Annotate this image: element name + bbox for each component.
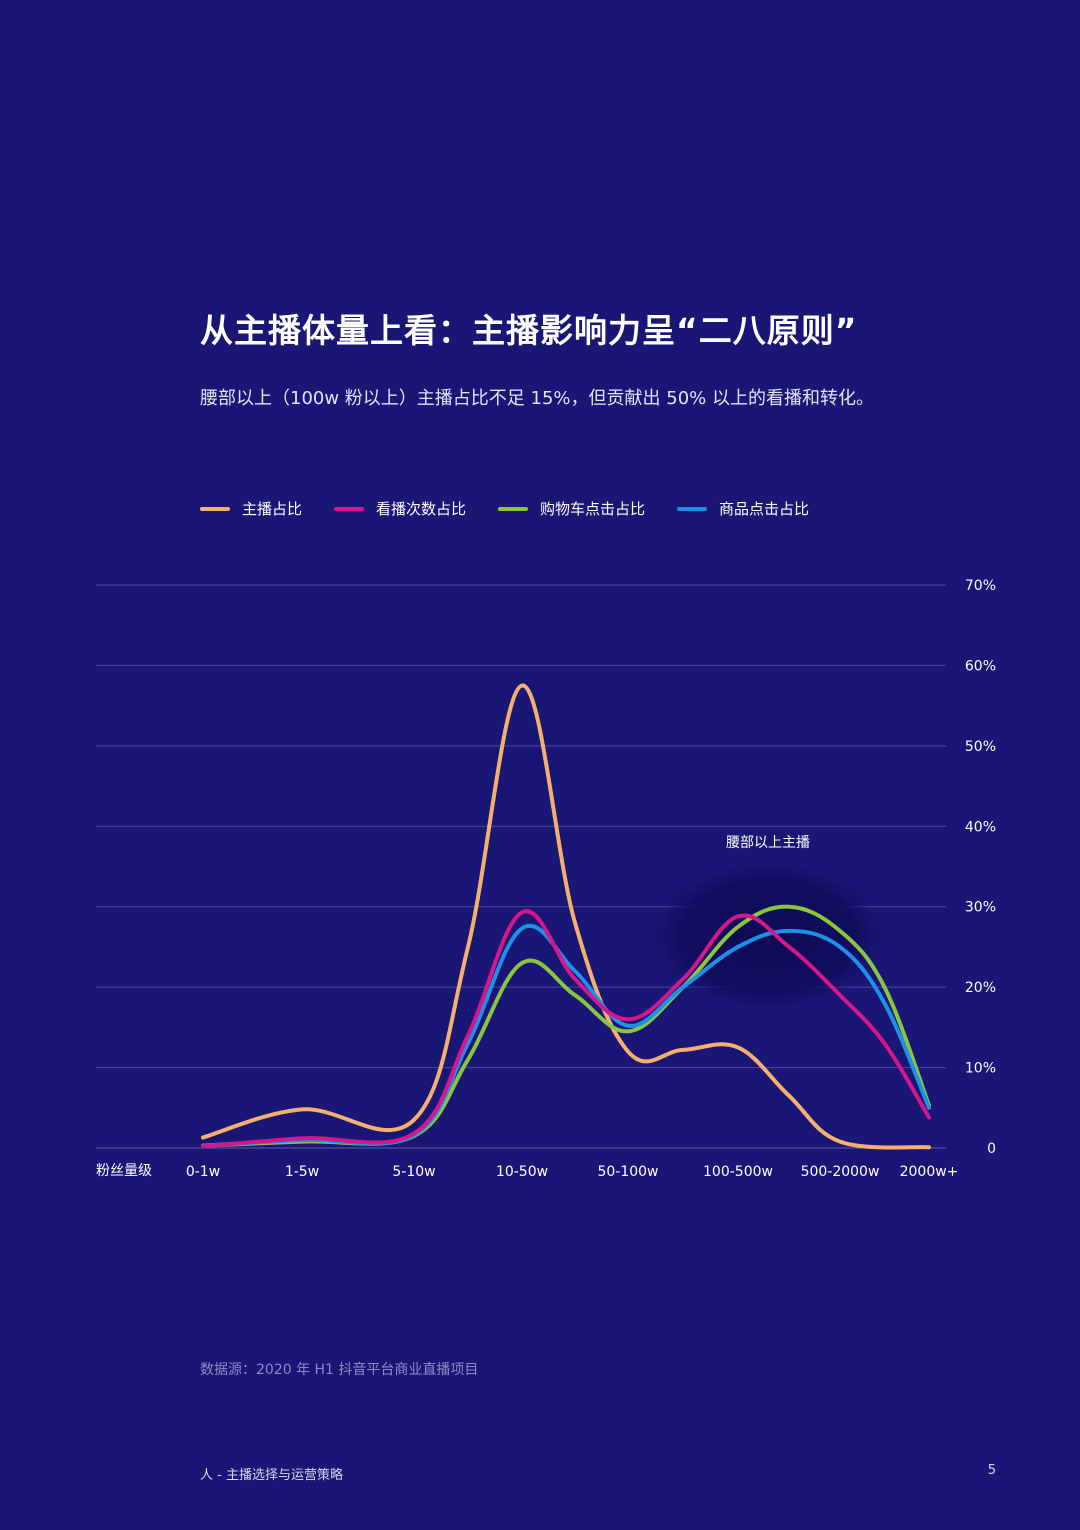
line-chart: 0 10% 20% 30% 40% 50% 60% 70% 粉丝量级 0-1w 1-5w 5-10w 1… — [96, 578, 996, 1180]
legend-item: 看播次数占比 — [334, 498, 466, 519]
x-tick-label: 1-5w — [285, 1164, 319, 1180]
legend-label: 主播占比 — [242, 500, 303, 518]
legend-swatch — [498, 506, 529, 511]
legend-item: 购物车点击占比 — [498, 498, 645, 519]
x-tick-label: 0-1w — [186, 1164, 220, 1180]
x-tick-label: 50-100w — [597, 1164, 658, 1180]
x-tick-label: 2000w+ — [900, 1164, 959, 1180]
y-tick-label: 20% — [965, 980, 996, 996]
series-line-1 — [201, 909, 931, 1149]
legend-item: 主播占比 — [200, 498, 302, 519]
legend-label: 看播次数占比 — [376, 500, 467, 518]
footer-section-title: 人 - 主播选择与运营策略 — [200, 1468, 343, 1483]
y-tick-label: 10% — [965, 1061, 996, 1077]
y-tick-label: 70% — [965, 578, 996, 594]
series-line-0 — [201, 683, 931, 1150]
y-tick-label: 30% — [965, 900, 996, 916]
x-tick-label: 100-500w — [703, 1164, 773, 1180]
x-tick-label: 10-50w — [496, 1164, 548, 1180]
y-tick-label: 60% — [965, 658, 996, 674]
x-axis-label: 粉丝量级 — [96, 1163, 152, 1179]
legend-swatch — [200, 506, 230, 511]
page-number: 5 — [987, 1463, 996, 1478]
page-title: 从主播体量上看：主播影响力呈“二八原则” — [200, 311, 858, 350]
legend-label: 购物车点击占比 — [540, 500, 646, 518]
legend-swatch — [677, 506, 708, 511]
chart-legend: 主播占比 看播次数占比 购物车点击占比 商品点击占比 — [200, 498, 841, 519]
highlight-ellipse — [650, 860, 886, 1012]
legend-label: 商品点击占比 — [719, 500, 810, 518]
x-tick-label: 500-2000w — [801, 1164, 880, 1180]
y-tick-label: 0 — [987, 1141, 996, 1157]
data-source-note: 数据源：2020 年 H1 抖音平台商业直播项目 — [200, 1362, 479, 1378]
y-tick-label: 50% — [965, 739, 996, 755]
x-tick-label: 5-10w — [392, 1164, 435, 1180]
y-tick-label: 40% — [965, 819, 996, 835]
page-subtitle: 腰部以上（100w 粉以上）主播占比不足 15%，但贡献出 50% 以上的看播和… — [200, 388, 874, 409]
annotation-label: 腰部以上主播 — [726, 835, 810, 851]
legend-swatch — [334, 506, 365, 511]
legend-item: 商品点击占比 — [677, 498, 809, 519]
